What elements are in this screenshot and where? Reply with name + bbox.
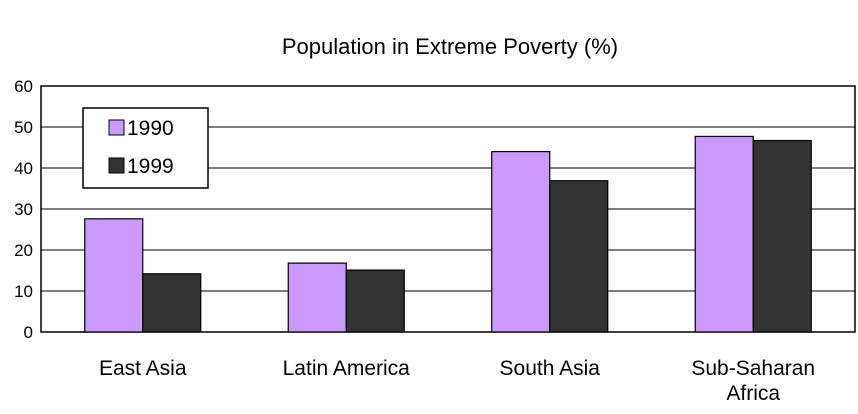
bars bbox=[84, 135, 812, 333]
category-label: East Asia bbox=[99, 357, 187, 380]
x-axis-category-labels: East Asia Latin America South Asia Sub-Saha… bbox=[99, 357, 815, 405]
bar-1990-0 bbox=[84, 218, 144, 333]
bar-1999-0 bbox=[142, 273, 202, 333]
y-tick-label: 60 bbox=[14, 77, 33, 96]
category-label: Africa bbox=[726, 382, 780, 405]
bar-1999-1 bbox=[345, 269, 405, 333]
y-tick-label: 0 bbox=[24, 323, 33, 342]
category-label: Sub-Saharan bbox=[691, 357, 815, 380]
legend-box bbox=[82, 107, 209, 189]
y-tick-label: 50 bbox=[14, 118, 33, 137]
bar-1990-3 bbox=[694, 135, 754, 333]
legend: 1990 1999 bbox=[82, 107, 209, 189]
legend-label-1990: 1990 bbox=[127, 117, 174, 140]
category-label: Latin America bbox=[283, 357, 411, 380]
y-tick-label: 20 bbox=[14, 241, 33, 260]
y-axis-tick-labels: 0 10 20 30 40 50 60 bbox=[14, 77, 33, 342]
y-tick-label: 40 bbox=[14, 159, 33, 178]
category-label: South Asia bbox=[500, 357, 601, 380]
legend-swatch-1999 bbox=[108, 157, 125, 174]
legend-swatch-1990 bbox=[108, 119, 125, 136]
bar-1999-3 bbox=[752, 139, 812, 333]
legend-label-1999: 1999 bbox=[127, 155, 174, 178]
bar-1990-1 bbox=[287, 262, 347, 333]
bar-1999-2 bbox=[549, 180, 609, 333]
y-tick-label: 10 bbox=[14, 282, 33, 301]
y-tick-label: 30 bbox=[14, 200, 33, 219]
bar-1990-2 bbox=[491, 151, 551, 333]
chart-title: Population in Extreme Poverty (%) bbox=[282, 34, 618, 59]
